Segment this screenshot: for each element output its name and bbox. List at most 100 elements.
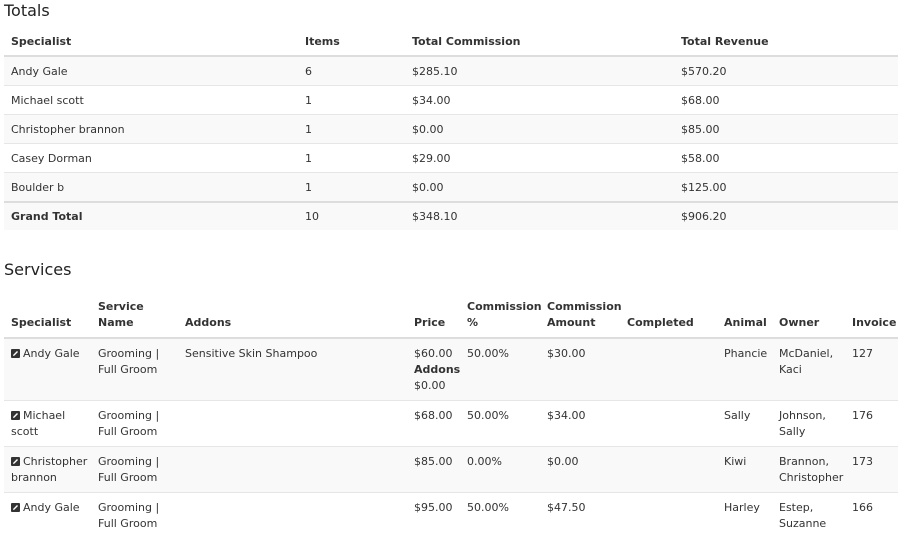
service-name-cell: Grooming | Full Groom — [91, 338, 178, 401]
specialist-cell: Michael scott — [4, 401, 91, 447]
items-cell: 1 — [298, 144, 405, 173]
owner-cell: Brannon, Christopher — [772, 447, 845, 493]
services-heading: Services — [4, 260, 71, 279]
commission-pct-cell: 0.00% — [460, 447, 540, 493]
service-name-cell: Grooming | Full Groom — [91, 493, 178, 538]
commission-cell: $285.10 — [405, 56, 674, 86]
price-addons-value: $0.00 — [414, 378, 460, 394]
commission-amount-cell: $0.00 — [540, 447, 620, 493]
owner-cell: Johnson, Sally — [772, 401, 845, 447]
commission-amount-cell: $30.00 — [540, 338, 620, 401]
specialist-cell: Boulder b — [4, 173, 298, 203]
totals-heading: Totals — [4, 1, 50, 20]
table-row: Andy Gale Grooming | Full Groom Sensitiv… — [4, 338, 898, 401]
specialist-cell: Andy Gale — [4, 493, 91, 538]
table-row: Michael scott Grooming | Full Groom $68.… — [4, 401, 898, 447]
table-row: Christopher brannon 1 $0.00 $85.00 — [4, 115, 898, 144]
grand-total-label: Grand Total — [4, 202, 298, 230]
service-name-cell: Grooming | Full Groom — [91, 447, 178, 493]
items-cell: 1 — [298, 173, 405, 203]
specialist-name: Christopher brannon — [11, 455, 87, 484]
service-name-cell: Grooming | Full Groom — [91, 401, 178, 447]
column-header-commission-amount: Commission Amount — [540, 291, 620, 338]
edit-icon[interactable] — [11, 503, 20, 512]
grand-total-items: 10 — [298, 202, 405, 230]
completed-cell — [620, 493, 717, 538]
invoice-cell: 166 — [845, 493, 898, 538]
grand-total-revenue: $906.20 — [674, 202, 898, 230]
column-header-specialist: Specialist — [4, 291, 91, 338]
animal-cell: Kiwi — [717, 447, 772, 493]
commission-cell: $0.00 — [405, 173, 674, 203]
specialist-name: Andy Gale — [23, 501, 80, 514]
column-header-commission-pct: Commission % — [460, 291, 540, 338]
items-cell: 1 — [298, 115, 405, 144]
commission-pct-cell: 50.00% — [460, 338, 540, 401]
edit-icon[interactable] — [11, 349, 20, 358]
price-value: $60.00 — [414, 346, 460, 362]
completed-cell — [620, 447, 717, 493]
revenue-cell: $68.00 — [674, 86, 898, 115]
commission-amount-cell: $47.50 — [540, 493, 620, 538]
revenue-cell: $58.00 — [674, 144, 898, 173]
table-row: Andy Gale Grooming | Full Groom $95.00 5… — [4, 493, 898, 538]
completed-cell — [620, 401, 717, 447]
animal-cell: Harley — [717, 493, 772, 538]
table-row: Michael scott 1 $34.00 $68.00 — [4, 86, 898, 115]
grand-total-row: Grand Total 10 $348.10 $906.20 — [4, 202, 898, 230]
revenue-cell: $85.00 — [674, 115, 898, 144]
price-addons-label: Addons — [414, 362, 460, 378]
specialist-cell: Michael scott — [4, 86, 298, 115]
addons-cell: Sensitive Skin Shampoo — [178, 338, 407, 401]
specialist-cell: Andy Gale — [4, 56, 298, 86]
services-table: Specialist Service Name Addons Price Com… — [4, 291, 898, 538]
column-header-animal: Animal — [717, 291, 772, 338]
price-cell: $95.00 — [407, 493, 460, 538]
column-header-completed: Completed — [620, 291, 717, 338]
commission-cell: $29.00 — [405, 144, 674, 173]
column-header-items: Items — [298, 28, 405, 56]
commission-amount-cell: $34.00 — [540, 401, 620, 447]
table-row: Christopher brannon Grooming | Full Groo… — [4, 447, 898, 493]
table-row: Casey Dorman 1 $29.00 $58.00 — [4, 144, 898, 173]
commission-pct-cell: 50.00% — [460, 401, 540, 447]
animal-cell: Sally — [717, 401, 772, 447]
price-cell: $68.00 — [407, 401, 460, 447]
column-header-total-revenue: Total Revenue — [674, 28, 898, 56]
addons-cell — [178, 447, 407, 493]
items-cell: 6 — [298, 56, 405, 86]
commission-cell: $34.00 — [405, 86, 674, 115]
specialist-cell: Casey Dorman — [4, 144, 298, 173]
column-header-total-commission: Total Commission — [405, 28, 674, 56]
column-header-addons: Addons — [178, 291, 407, 338]
specialist-name: Andy Gale — [23, 347, 80, 360]
price-cell: $60.00 Addons $0.00 — [407, 338, 460, 401]
addons-cell — [178, 401, 407, 447]
column-header-owner: Owner — [772, 291, 845, 338]
column-header-service-name: Service Name — [91, 291, 178, 338]
totals-header-row: Specialist Items Total Commission Total … — [4, 28, 898, 56]
completed-cell — [620, 338, 717, 401]
specialist-cell: Christopher brannon — [4, 447, 91, 493]
edit-icon[interactable] — [11, 457, 20, 466]
invoice-cell: 173 — [845, 447, 898, 493]
items-cell: 1 — [298, 86, 405, 115]
edit-icon[interactable] — [11, 411, 20, 420]
owner-cell: Estep, Suzanne — [772, 493, 845, 538]
animal-cell: Phancie — [717, 338, 772, 401]
column-header-specialist: Specialist — [4, 28, 298, 56]
table-row: Andy Gale 6 $285.10 $570.20 — [4, 56, 898, 86]
services-header-row: Specialist Service Name Addons Price Com… — [4, 291, 898, 338]
grand-total-commission: $348.10 — [405, 202, 674, 230]
column-header-invoice: Invoice — [845, 291, 898, 338]
table-row: Boulder b 1 $0.00 $125.00 — [4, 173, 898, 203]
owner-cell: McDaniel, Kaci — [772, 338, 845, 401]
revenue-cell: $125.00 — [674, 173, 898, 203]
revenue-cell: $570.20 — [674, 56, 898, 86]
totals-table: Specialist Items Total Commission Total … — [4, 28, 898, 230]
commission-cell: $0.00 — [405, 115, 674, 144]
specialist-cell: Andy Gale — [4, 338, 91, 401]
commission-pct-cell: 50.00% — [460, 493, 540, 538]
invoice-cell: 127 — [845, 338, 898, 401]
addons-cell — [178, 493, 407, 538]
